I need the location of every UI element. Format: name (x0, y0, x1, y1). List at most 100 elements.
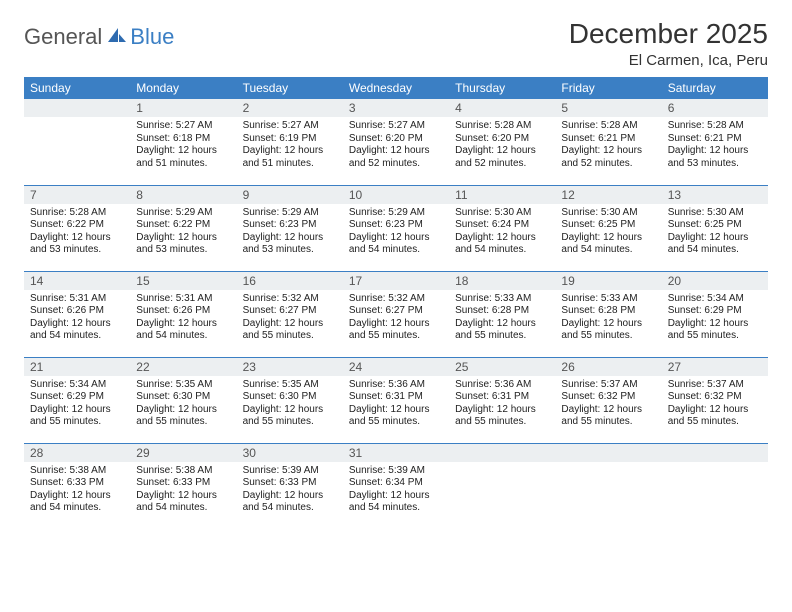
day-details: Sunrise: 5:28 AMSunset: 6:22 PMDaylight:… (24, 204, 130, 261)
daylight-line: Daylight: 12 hours and 54 minutes. (668, 232, 762, 257)
day-number: 27 (662, 358, 768, 376)
calendar-cell: 5Sunrise: 5:28 AMSunset: 6:21 PMDaylight… (555, 99, 661, 185)
sunset-line: Sunset: 6:32 PM (561, 391, 655, 404)
calendar-cell: 3Sunrise: 5:27 AMSunset: 6:20 PMDaylight… (343, 99, 449, 185)
daylight-line: Daylight: 12 hours and 54 minutes. (136, 318, 230, 343)
sunset-line: Sunset: 6:18 PM (136, 133, 230, 146)
day-details: Sunrise: 5:34 AMSunset: 6:29 PMDaylight:… (662, 290, 768, 347)
sunset-line: Sunset: 6:24 PM (455, 219, 549, 232)
day-number (24, 99, 130, 117)
sunset-line: Sunset: 6:26 PM (30, 305, 124, 318)
day-details: Sunrise: 5:29 AMSunset: 6:23 PMDaylight:… (343, 204, 449, 261)
calendar-cell: 28Sunrise: 5:38 AMSunset: 6:33 PMDayligh… (24, 443, 130, 529)
sunset-line: Sunset: 6:34 PM (349, 477, 443, 490)
sunrise-line: Sunrise: 5:38 AM (30, 465, 124, 478)
day-details: Sunrise: 5:38 AMSunset: 6:33 PMDaylight:… (24, 462, 130, 519)
day-header: Saturday (662, 77, 768, 99)
daylight-line: Daylight: 12 hours and 53 minutes. (30, 232, 124, 257)
sunset-line: Sunset: 6:25 PM (668, 219, 762, 232)
day-number: 26 (555, 358, 661, 376)
sunset-line: Sunset: 6:23 PM (243, 219, 337, 232)
day-number: 11 (449, 186, 555, 204)
daylight-line: Daylight: 12 hours and 55 minutes. (349, 404, 443, 429)
daylight-line: Daylight: 12 hours and 55 minutes. (455, 318, 549, 343)
sunset-line: Sunset: 6:33 PM (243, 477, 337, 490)
daylight-line: Daylight: 12 hours and 55 minutes. (349, 318, 443, 343)
day-number (555, 444, 661, 462)
calendar-week-row: 1Sunrise: 5:27 AMSunset: 6:18 PMDaylight… (24, 99, 768, 185)
sunrise-line: Sunrise: 5:28 AM (668, 120, 762, 133)
day-number: 6 (662, 99, 768, 117)
sunset-line: Sunset: 6:23 PM (349, 219, 443, 232)
sunset-line: Sunset: 6:33 PM (136, 477, 230, 490)
day-number: 1 (130, 99, 236, 117)
sunrise-line: Sunrise: 5:30 AM (561, 207, 655, 220)
daylight-line: Daylight: 12 hours and 53 minutes. (243, 232, 337, 257)
sunset-line: Sunset: 6:27 PM (243, 305, 337, 318)
sunrise-line: Sunrise: 5:27 AM (243, 120, 337, 133)
sunrise-line: Sunrise: 5:32 AM (349, 293, 443, 306)
day-number: 23 (237, 358, 343, 376)
calendar-cell: 15Sunrise: 5:31 AMSunset: 6:26 PMDayligh… (130, 271, 236, 357)
day-number: 22 (130, 358, 236, 376)
calendar-cell: 2Sunrise: 5:27 AMSunset: 6:19 PMDaylight… (237, 99, 343, 185)
daylight-line: Daylight: 12 hours and 55 minutes. (243, 318, 337, 343)
daylight-line: Daylight: 12 hours and 54 minutes. (243, 490, 337, 515)
sunrise-line: Sunrise: 5:31 AM (136, 293, 230, 306)
sunrise-line: Sunrise: 5:27 AM (136, 120, 230, 133)
sunset-line: Sunset: 6:31 PM (349, 391, 443, 404)
sunrise-line: Sunrise: 5:35 AM (136, 379, 230, 392)
calendar-cell: 24Sunrise: 5:36 AMSunset: 6:31 PMDayligh… (343, 357, 449, 443)
calendar-cell: 25Sunrise: 5:36 AMSunset: 6:31 PMDayligh… (449, 357, 555, 443)
day-number: 7 (24, 186, 130, 204)
day-details: Sunrise: 5:30 AMSunset: 6:24 PMDaylight:… (449, 204, 555, 261)
sunrise-line: Sunrise: 5:38 AM (136, 465, 230, 478)
daylight-line: Daylight: 12 hours and 55 minutes. (243, 404, 337, 429)
sunrise-line: Sunrise: 5:36 AM (455, 379, 549, 392)
day-details: Sunrise: 5:32 AMSunset: 6:27 PMDaylight:… (343, 290, 449, 347)
sunset-line: Sunset: 6:21 PM (668, 133, 762, 146)
day-number: 8 (130, 186, 236, 204)
day-number (662, 444, 768, 462)
day-details: Sunrise: 5:27 AMSunset: 6:19 PMDaylight:… (237, 117, 343, 174)
sunset-line: Sunset: 6:25 PM (561, 219, 655, 232)
day-number: 3 (343, 99, 449, 117)
day-number: 20 (662, 272, 768, 290)
day-details: Sunrise: 5:28 AMSunset: 6:20 PMDaylight:… (449, 117, 555, 174)
calendar-cell (555, 443, 661, 529)
day-details: Sunrise: 5:37 AMSunset: 6:32 PMDaylight:… (555, 376, 661, 433)
calendar-cell: 1Sunrise: 5:27 AMSunset: 6:18 PMDaylight… (130, 99, 236, 185)
calendar-cell: 8Sunrise: 5:29 AMSunset: 6:22 PMDaylight… (130, 185, 236, 271)
sunrise-line: Sunrise: 5:36 AM (349, 379, 443, 392)
sunset-line: Sunset: 6:27 PM (349, 305, 443, 318)
sunset-line: Sunset: 6:20 PM (455, 133, 549, 146)
brand-text-blue: Blue (130, 24, 174, 50)
calendar-cell (449, 443, 555, 529)
daylight-line: Daylight: 12 hours and 51 minutes. (243, 145, 337, 170)
day-number: 21 (24, 358, 130, 376)
day-header: Friday (555, 77, 661, 99)
daylight-line: Daylight: 12 hours and 52 minutes. (455, 145, 549, 170)
sunrise-line: Sunrise: 5:28 AM (455, 120, 549, 133)
day-number: 4 (449, 99, 555, 117)
sunrise-line: Sunrise: 5:33 AM (561, 293, 655, 306)
calendar-cell: 16Sunrise: 5:32 AMSunset: 6:27 PMDayligh… (237, 271, 343, 357)
calendar-week-row: 7Sunrise: 5:28 AMSunset: 6:22 PMDaylight… (24, 185, 768, 271)
sunrise-line: Sunrise: 5:28 AM (30, 207, 124, 220)
sunset-line: Sunset: 6:29 PM (30, 391, 124, 404)
daylight-line: Daylight: 12 hours and 52 minutes. (561, 145, 655, 170)
day-details: Sunrise: 5:35 AMSunset: 6:30 PMDaylight:… (130, 376, 236, 433)
calendar-cell: 6Sunrise: 5:28 AMSunset: 6:21 PMDaylight… (662, 99, 768, 185)
calendar-cell (662, 443, 768, 529)
day-details: Sunrise: 5:27 AMSunset: 6:20 PMDaylight:… (343, 117, 449, 174)
daylight-line: Daylight: 12 hours and 55 minutes. (668, 318, 762, 343)
day-header: Wednesday (343, 77, 449, 99)
day-details: Sunrise: 5:31 AMSunset: 6:26 PMDaylight:… (130, 290, 236, 347)
calendar-cell: 18Sunrise: 5:33 AMSunset: 6:28 PMDayligh… (449, 271, 555, 357)
daylight-line: Daylight: 12 hours and 54 minutes. (561, 232, 655, 257)
calendar-cell: 29Sunrise: 5:38 AMSunset: 6:33 PMDayligh… (130, 443, 236, 529)
sunrise-line: Sunrise: 5:31 AM (30, 293, 124, 306)
day-number: 18 (449, 272, 555, 290)
day-number (449, 444, 555, 462)
sunset-line: Sunset: 6:28 PM (561, 305, 655, 318)
